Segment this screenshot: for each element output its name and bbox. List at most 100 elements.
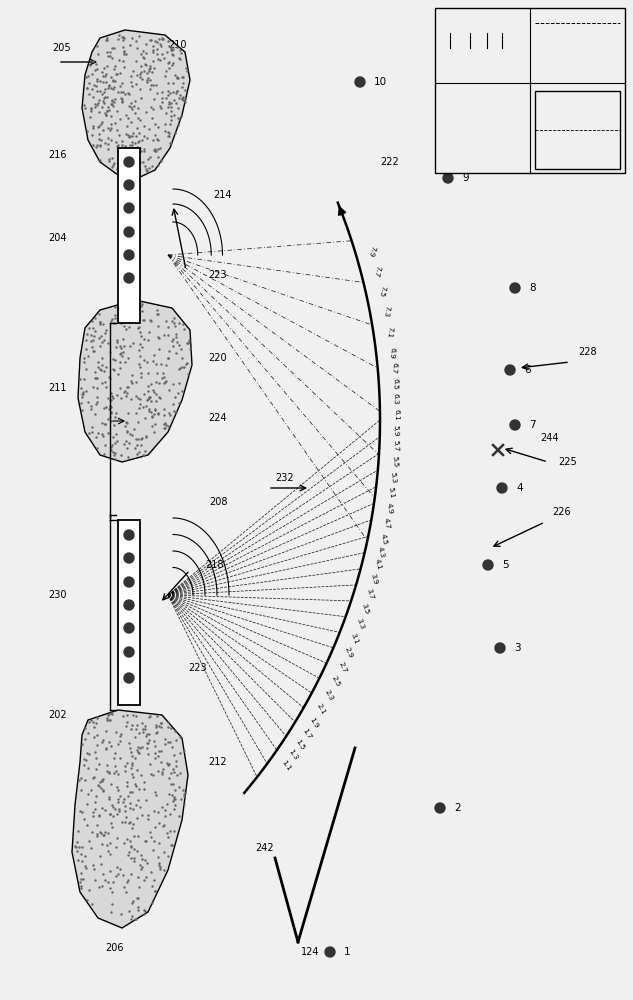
Text: 222: 222 (380, 157, 399, 167)
Text: 9: 9 (462, 173, 468, 183)
Circle shape (124, 673, 134, 683)
Bar (118, 520, 140, 705)
Circle shape (124, 180, 134, 190)
Text: 242: 242 (256, 843, 274, 853)
Text: 5.3: 5.3 (390, 471, 397, 483)
Polygon shape (82, 30, 190, 178)
Text: 2.1: 2.1 (316, 702, 327, 715)
Text: 4.5: 4.5 (380, 533, 388, 545)
Text: 5.5: 5.5 (480, 21, 494, 30)
Text: 3: 3 (514, 643, 520, 653)
Text: 6.7: 6.7 (390, 362, 398, 374)
Polygon shape (78, 300, 192, 462)
Text: 5.7: 5.7 (392, 440, 399, 452)
Text: 4.3: 4.3 (377, 546, 385, 558)
Circle shape (124, 273, 134, 283)
Text: 8: 8 (529, 283, 536, 293)
Circle shape (510, 283, 520, 293)
Circle shape (124, 203, 134, 213)
Text: 228: 228 (578, 347, 597, 357)
Text: 3.9: 3.9 (370, 573, 379, 586)
Text: 223: 223 (209, 270, 227, 280)
Text: 206: 206 (105, 943, 123, 953)
Text: 1.5: 1.5 (294, 738, 306, 751)
Text: 3.5: 3.5 (361, 603, 370, 616)
Circle shape (124, 227, 134, 237)
Text: 5.3: 5.3 (443, 21, 456, 30)
Text: 214: 214 (213, 190, 231, 200)
Circle shape (124, 553, 134, 563)
Text: 230: 230 (48, 590, 66, 600)
Circle shape (124, 250, 134, 260)
Text: 7.5: 7.5 (378, 285, 386, 297)
Text: 1.9: 1.9 (308, 716, 319, 729)
Text: 216: 216 (48, 150, 66, 160)
Text: 5: 5 (502, 560, 509, 570)
Circle shape (443, 173, 453, 183)
Text: 211: 211 (48, 383, 66, 393)
Text: 7.1: 7.1 (385, 326, 393, 338)
Bar (118, 148, 140, 323)
Text: 4: 4 (516, 483, 523, 493)
Polygon shape (72, 710, 188, 928)
Text: 6.1: 6.1 (393, 409, 399, 421)
Text: 5.9: 5.9 (393, 425, 399, 436)
Text: 5.1: 5.1 (388, 487, 395, 499)
Circle shape (124, 577, 134, 587)
Text: 6.5: 6.5 (392, 378, 398, 390)
Text: 2.7: 2.7 (337, 661, 348, 674)
Bar (535, 91, 620, 169)
Text: 2.5: 2.5 (330, 675, 341, 688)
Text: 204: 204 (48, 233, 66, 243)
Text: 244: 244 (540, 433, 558, 443)
Text: 3.3: 3.3 (355, 617, 365, 630)
Text: 226: 226 (552, 507, 570, 517)
Text: 5.5: 5.5 (391, 456, 398, 468)
Text: 2: 2 (454, 803, 461, 813)
Text: 7: 7 (529, 420, 536, 430)
Bar (435, 8, 625, 173)
Circle shape (325, 947, 335, 957)
Text: 4.9: 4.9 (385, 502, 393, 514)
Text: 3.1: 3.1 (349, 632, 360, 645)
Circle shape (124, 600, 134, 610)
Text: 208: 208 (209, 497, 227, 507)
Text: 236: 236 (456, 62, 473, 70)
Text: 202: 202 (48, 710, 66, 720)
Text: 1.1: 1.1 (280, 759, 292, 772)
Text: 1: 1 (344, 947, 351, 957)
Circle shape (495, 643, 505, 653)
Text: 4.9: 4.9 (463, 21, 477, 30)
Text: 225: 225 (558, 457, 577, 467)
Text: 220: 220 (209, 353, 227, 363)
Circle shape (483, 560, 493, 570)
Circle shape (124, 623, 134, 633)
Text: 223: 223 (189, 663, 208, 673)
Circle shape (510, 420, 520, 430)
Text: 6: 6 (499, 21, 505, 30)
Text: 234: 234 (534, 118, 550, 127)
Text: 4.7: 4.7 (383, 517, 391, 530)
Text: 232: 232 (276, 473, 294, 483)
Text: 6.3: 6.3 (392, 393, 399, 405)
Text: 240: 240 (600, 152, 616, 161)
Text: 4.1: 4.1 (374, 558, 382, 570)
Text: 212: 212 (209, 757, 227, 767)
Circle shape (435, 803, 445, 813)
Text: 3.7: 3.7 (365, 588, 375, 601)
Text: 2.3: 2.3 (323, 689, 334, 702)
Text: 124: 124 (301, 947, 319, 957)
Text: 210: 210 (168, 40, 187, 50)
Text: 7.7: 7.7 (373, 264, 381, 277)
Text: 205: 205 (52, 43, 71, 53)
Text: 7.9: 7.9 (367, 244, 376, 257)
Text: 1.7: 1.7 (301, 728, 312, 741)
Circle shape (355, 77, 365, 87)
Circle shape (505, 365, 515, 375)
Text: 6: 6 (524, 365, 530, 375)
Circle shape (124, 647, 134, 657)
Text: 10: 10 (374, 77, 387, 87)
Circle shape (124, 530, 134, 540)
Text: 1.3: 1.3 (287, 749, 299, 761)
Text: 2.9: 2.9 (344, 646, 354, 659)
